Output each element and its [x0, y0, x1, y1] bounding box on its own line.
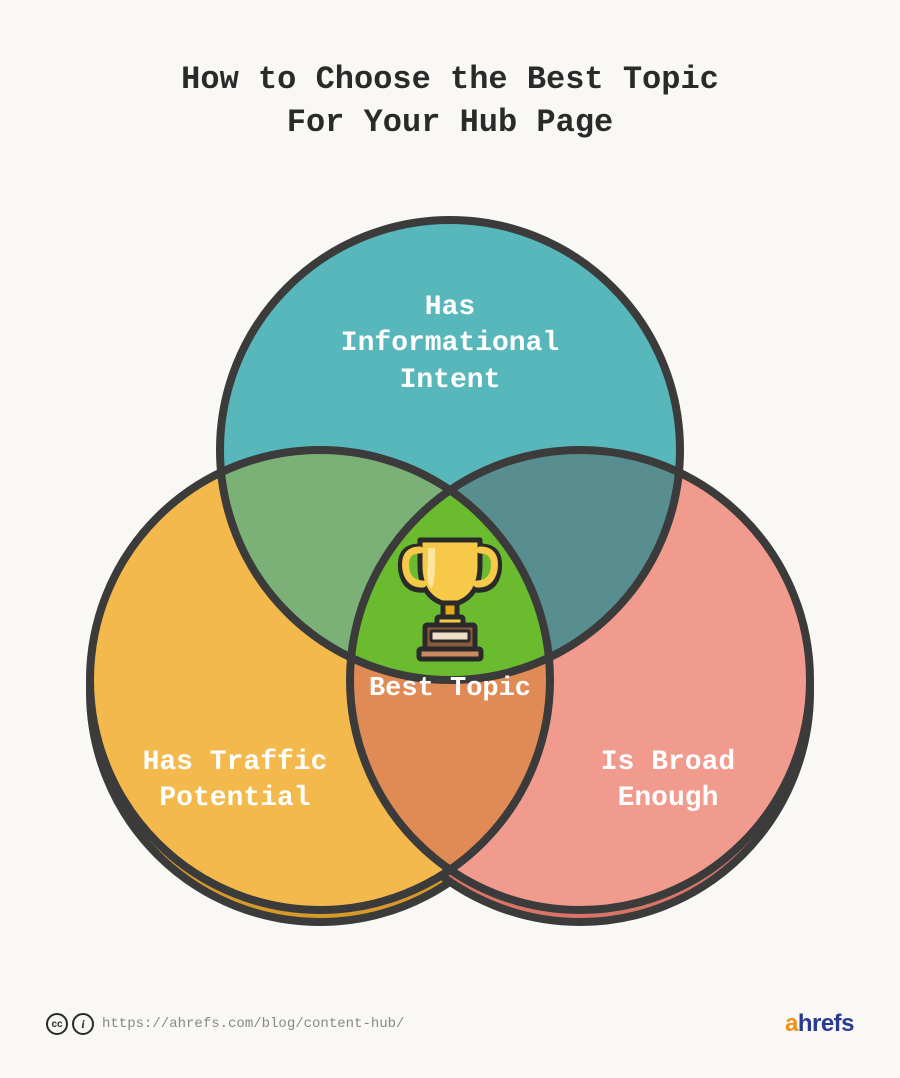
title-line-1: How to Choose the Best Topic [0, 58, 900, 101]
venn-svg [70, 200, 830, 980]
cc-badge-cc: cc [46, 1013, 68, 1035]
footer-left: cc i https://ahrefs.com/blog/content-hub… [46, 1013, 404, 1035]
brand-logo: ahrefs [785, 1010, 854, 1038]
brand-a: a [785, 1010, 798, 1037]
page-title: How to Choose the Best Topic For Your Hu… [0, 58, 900, 144]
venn-diagram: Has Informational IntentHas Traffic Pote… [70, 200, 830, 985]
cc-badges: cc i [46, 1013, 94, 1035]
brand-rest: hrefs [798, 1010, 854, 1037]
footer: cc i https://ahrefs.com/blog/content-hub… [0, 1010, 900, 1038]
title-line-2: For Your Hub Page [0, 101, 900, 144]
footer-url: https://ahrefs.com/blog/content-hub/ [102, 1016, 404, 1032]
cc-badge-by: i [72, 1013, 94, 1035]
